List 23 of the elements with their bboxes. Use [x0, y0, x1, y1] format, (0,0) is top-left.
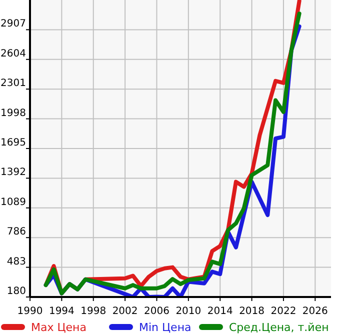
x-tick-label: 2022: [270, 306, 296, 317]
y-tick-label: 2301: [0, 78, 26, 90]
y-tick-label: 1998: [0, 108, 26, 119]
y-tick-label: 786: [6, 226, 26, 238]
x-tick-label: 2018: [239, 306, 265, 317]
x-tick-label: 1990: [17, 306, 43, 317]
x-tick-label: 1998: [80, 306, 106, 317]
y-tick-label: 1695: [0, 138, 26, 148]
y-tick-label: 2907: [0, 18, 26, 30]
y-tick-label: 1089: [0, 196, 26, 208]
x-tick-label: 2010: [176, 306, 202, 317]
y-tick-label: 1392: [0, 167, 26, 178]
x-tick-label: 2006: [144, 306, 170, 317]
y-tick-label: 180: [6, 286, 26, 297]
x-tick-label: 2002: [112, 306, 138, 317]
legend-label: Max Цена: [31, 321, 86, 334]
y-tick-label: 483: [6, 256, 26, 268]
legend-label: Min Цена: [139, 321, 192, 334]
x-tick-label: 1994: [48, 306, 74, 317]
x-tick-label: 2014: [207, 306, 233, 317]
y-tick-label: 2604: [0, 48, 26, 60]
legend-label: Сред.Цена, т.йен: [229, 321, 329, 334]
x-tick-label: 2026: [302, 306, 328, 317]
